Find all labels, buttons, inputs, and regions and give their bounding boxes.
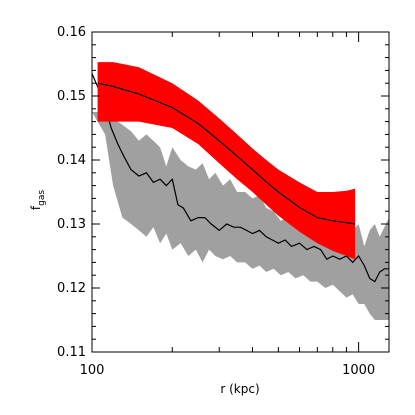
y-tick-label: 0.13 <box>57 217 86 232</box>
y-axis-label-main: f <box>29 205 43 210</box>
x-tick-label: 1000 <box>342 363 375 378</box>
y-tick-label: 0.15 <box>57 89 86 104</box>
y-tick-label: 0.12 <box>57 281 86 296</box>
axis-ticks <box>91 31 389 353</box>
axis-labels: 0.11 0.12 0.13 0.14 0.15 0.16 100 1000 <box>57 25 375 378</box>
plot-frame <box>91 31 390 353</box>
y-tick-label: 0.14 <box>57 153 86 168</box>
x-tick-label: 100 <box>80 363 105 378</box>
band-series-0 <box>92 112 389 320</box>
y-tick-label: 0.16 <box>57 25 86 40</box>
x-axis-label: r (kpc) <box>220 382 259 396</box>
y-axis-label-sub: gas <box>37 190 47 206</box>
y-tick-label: 0.11 <box>57 345 86 360</box>
svg-text:fgas: fgas <box>29 190 47 210</box>
plot-area <box>91 62 389 320</box>
line-series-3 <box>97 82 356 225</box>
band-series-2 <box>97 62 356 260</box>
line-series-1 <box>91 73 389 283</box>
y-axis-label: fgas <box>29 190 47 210</box>
